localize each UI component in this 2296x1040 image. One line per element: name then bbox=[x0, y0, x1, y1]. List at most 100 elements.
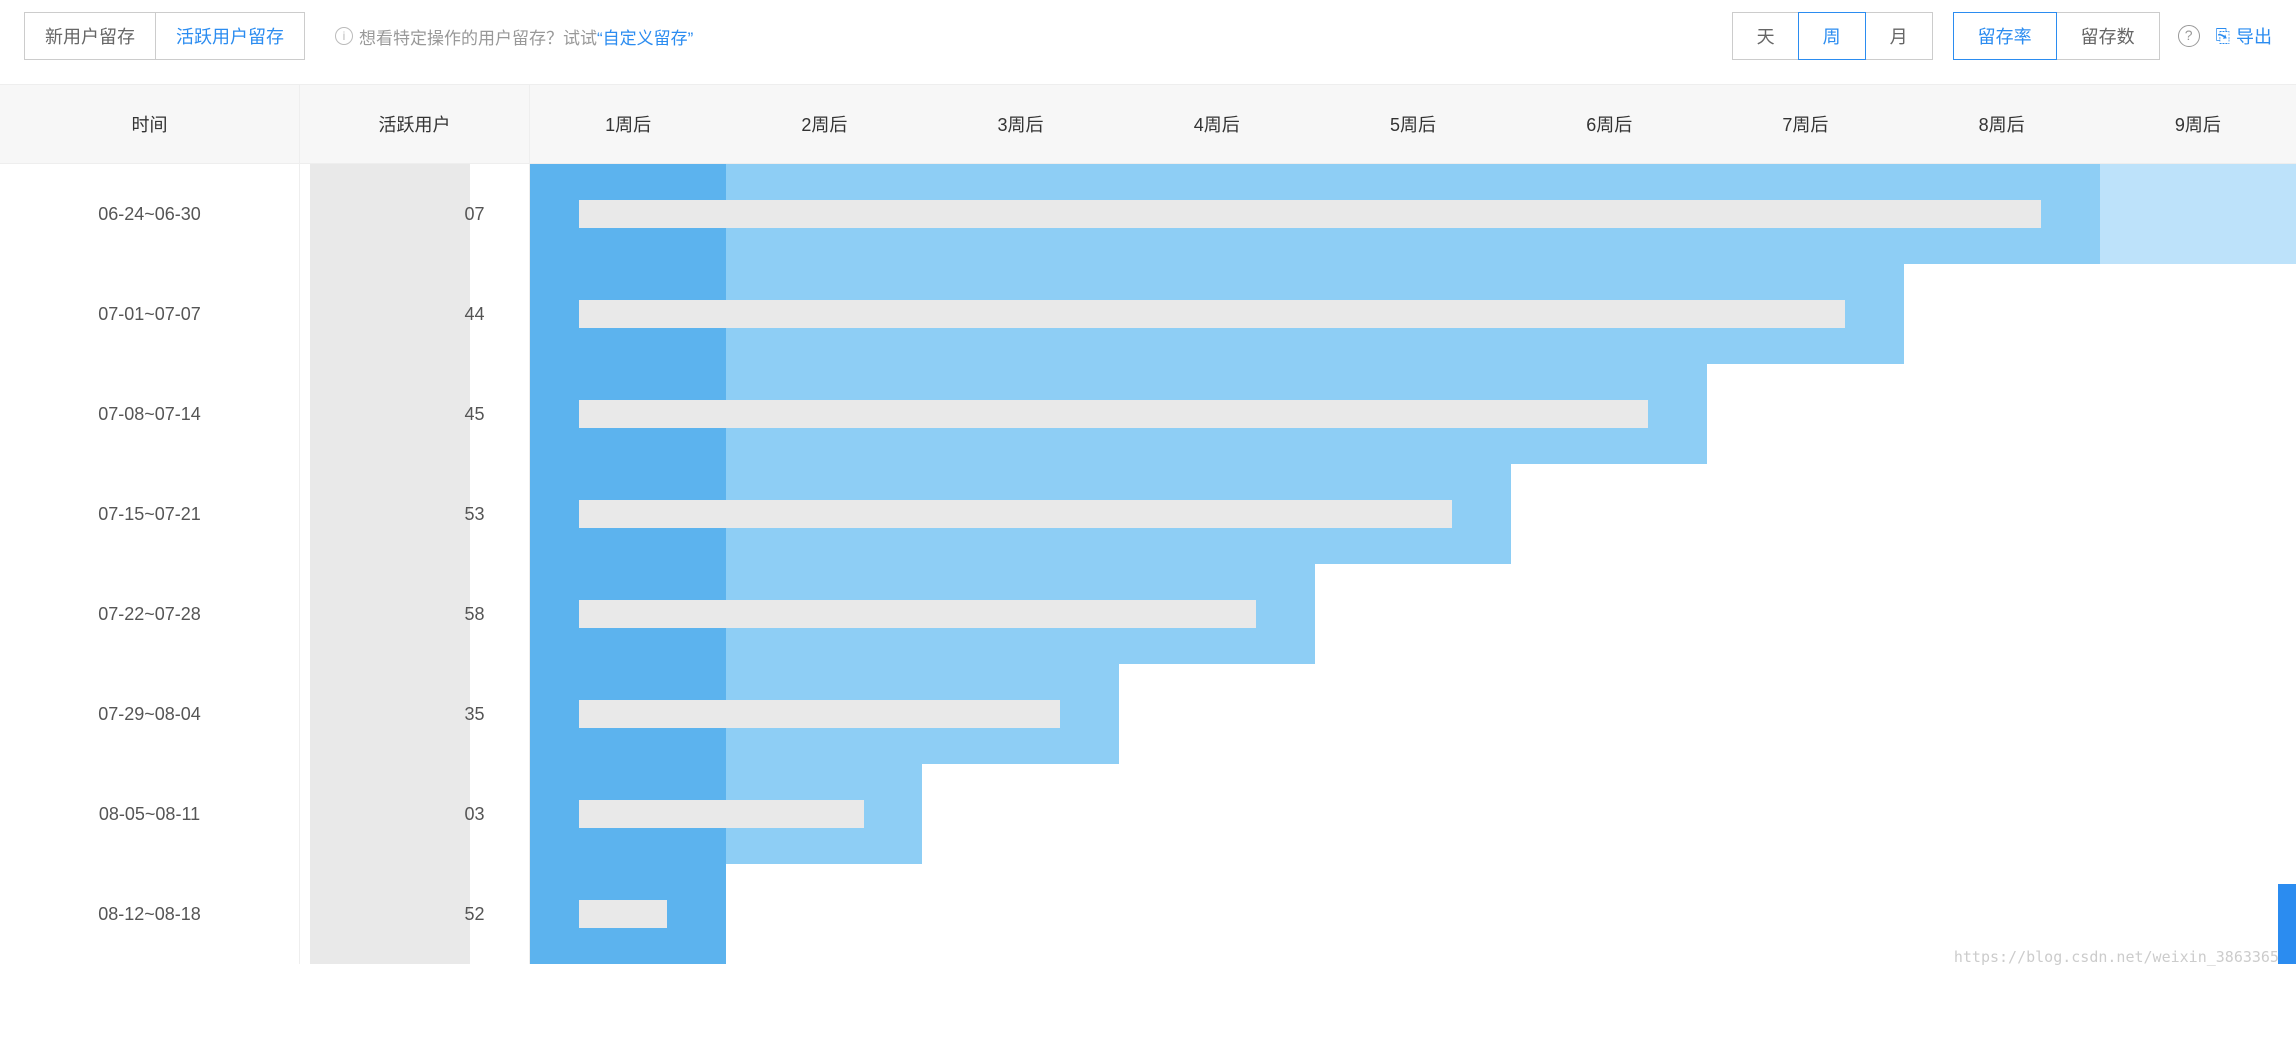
retention-cell bbox=[1904, 664, 2100, 764]
retention-cell bbox=[1707, 364, 1903, 464]
redaction-bar bbox=[579, 700, 1060, 728]
retention-cell bbox=[1119, 764, 1315, 864]
retention-cells: 65.95%59.97%55.79%54.41% bbox=[530, 564, 2296, 664]
hint-prefix: 想看特定操作的用户留存？试试 bbox=[359, 24, 597, 49]
redaction-bar bbox=[579, 900, 667, 928]
retention-cell bbox=[922, 764, 1118, 864]
period-segments: 天 周 月 bbox=[1732, 12, 1933, 60]
retention-cell bbox=[2100, 564, 2296, 664]
retention-cell bbox=[1904, 764, 2100, 864]
retention-cell bbox=[726, 864, 922, 964]
scroll-indicator[interactable] bbox=[2278, 884, 2296, 964]
retention-cell bbox=[1511, 764, 1707, 864]
cell-active-users: 53 bbox=[300, 464, 530, 564]
cell-time: 07-01~07-07 bbox=[0, 264, 300, 364]
retention-cell bbox=[1315, 764, 1511, 864]
cell-time: 08-12~08-18 bbox=[0, 864, 300, 964]
redaction-bar bbox=[579, 300, 1845, 328]
export-button[interactable]: ⎘ 导出 bbox=[2216, 23, 2272, 49]
cell-active-users: 35 bbox=[300, 664, 530, 764]
retention-cell bbox=[1904, 564, 2100, 664]
th-week-3: 3周后 bbox=[922, 85, 1118, 163]
info-icon: i bbox=[335, 27, 353, 45]
th-week-9: 9周后 bbox=[2100, 85, 2296, 163]
redaction-bar bbox=[579, 500, 1452, 528]
hint-text: i 想看特定操作的用户留存？试试 “自定义留存” bbox=[335, 24, 693, 49]
retention-cell bbox=[1904, 364, 2100, 464]
retention-cell bbox=[1315, 664, 1511, 764]
cell-time: 07-22~07-28 bbox=[0, 564, 300, 664]
cell-active-users: 45 bbox=[300, 364, 530, 464]
retention-cells: 64.56%57.68%53.08%47.2%46.2%44.33%43.47%… bbox=[530, 164, 2296, 264]
retention-cell bbox=[1511, 664, 1707, 764]
table-row: 08-05~08-11 03 62.87%57.61% bbox=[0, 764, 2296, 864]
table-row: 07-22~07-285865.95%59.97%55.79%54.41% bbox=[0, 564, 2296, 664]
retention-cell bbox=[1904, 464, 2100, 564]
retention-cells: 61.97%54.09%50.47%47.65%44.82%45.27% bbox=[530, 364, 2296, 464]
redaction-bar bbox=[579, 600, 1256, 628]
redaction-bar bbox=[579, 400, 1648, 428]
custom-retention-link[interactable]: “自定义留存” bbox=[597, 24, 693, 49]
users-value: 03 bbox=[344, 804, 484, 825]
th-week-6: 6周后 bbox=[1511, 85, 1707, 163]
th-time: 时间 bbox=[0, 85, 300, 163]
table-row: 07-15~07-21 53 60.50%52.73%49.74%45.87%46.… bbox=[0, 464, 2296, 564]
retention-cell bbox=[922, 864, 1118, 964]
users-value: 52 bbox=[344, 904, 484, 925]
retention-cells: 59.72%54.69%51.81% bbox=[530, 664, 2296, 764]
retention-cells: 63.44%54.97%50.54%47.21%44.89%43.47%43.1… bbox=[530, 264, 2296, 364]
users-value: 35 bbox=[344, 704, 484, 725]
retention-type-tabs: 新用户留存 活跃用户留存 bbox=[24, 12, 305, 60]
cell-active-users: 44 bbox=[300, 264, 530, 364]
retention-cell bbox=[2100, 364, 2296, 464]
retention-cell bbox=[2100, 464, 2296, 564]
table-row: 07-01~07-07 44 63.44%54.97%50.54%47.21%44.… bbox=[0, 264, 2296, 364]
table-row: 07-08~07-144561.97%54.09%50.47%47.65%44.… bbox=[0, 364, 2296, 464]
cell-active-users: 07 bbox=[300, 164, 530, 264]
seg-week[interactable]: 周 bbox=[1798, 12, 1866, 60]
redaction-bar bbox=[579, 800, 864, 828]
retention-cell bbox=[2100, 764, 2296, 864]
toolbar: 新用户留存 活跃用户留存 i 想看特定操作的用户留存？试试 “自定义留存” 天 … bbox=[0, 0, 2296, 84]
th-week-2: 2周后 bbox=[726, 85, 922, 163]
users-value: 53 bbox=[344, 504, 484, 525]
retention-cell bbox=[1511, 864, 1707, 964]
retention-cell bbox=[2100, 164, 2296, 264]
cell-active-users: 58 bbox=[300, 564, 530, 664]
help-icon[interactable]: ? bbox=[2178, 25, 2200, 47]
cell-time: 07-29~08-04 bbox=[0, 664, 300, 764]
th-week-5: 5周后 bbox=[1315, 85, 1511, 163]
cell-time: 07-08~07-14 bbox=[0, 364, 300, 464]
retention-cell bbox=[1511, 464, 1707, 564]
tab-new-user-retention[interactable]: 新用户留存 bbox=[25, 13, 155, 59]
table-row: 08-12~08-185259.84% bbox=[0, 864, 2296, 964]
cell-time: 08-05~08-11 bbox=[0, 764, 300, 864]
seg-month[interactable]: 月 bbox=[1865, 13, 1932, 59]
retention-cell bbox=[1315, 864, 1511, 964]
cell-time: 07-15~07-21 bbox=[0, 464, 300, 564]
retention-cells: 62.87%57.61% bbox=[530, 764, 2296, 864]
seg-day[interactable]: 天 bbox=[1733, 13, 1799, 59]
retention-cells: 60.50%52.73%49.74%45.87%46.35% bbox=[530, 464, 2296, 564]
retention-table: 时间 活跃用户 1周后 2周后 3周后 4周后 5周后 6周后 7周后 8周后 … bbox=[0, 84, 2296, 964]
th-active-users: 活跃用户 bbox=[300, 85, 530, 163]
table-header: 时间 活跃用户 1周后 2周后 3周后 4周后 5周后 6周后 7周后 8周后 … bbox=[0, 84, 2296, 164]
retention-cell bbox=[1904, 264, 2100, 364]
retention-cell bbox=[1511, 564, 1707, 664]
export-icon: ⎘ bbox=[2216, 26, 2230, 47]
table-body: 06-24~06-30 07 64.56%57.68%53.08%47.2%46.2… bbox=[0, 164, 2296, 964]
retention-cell bbox=[2100, 664, 2296, 764]
cell-time: 06-24~06-30 bbox=[0, 164, 300, 264]
th-week-7: 7周后 bbox=[1707, 85, 1903, 163]
seg-retention-rate[interactable]: 留存率 bbox=[1953, 12, 2057, 60]
retention-cell bbox=[2100, 264, 2296, 364]
redaction-bar bbox=[579, 200, 2041, 228]
cell-active-users: 52 bbox=[300, 864, 530, 964]
retention-cell bbox=[1707, 664, 1903, 764]
users-value: 07 bbox=[344, 204, 484, 225]
users-value: 44 bbox=[344, 304, 484, 325]
tab-active-user-retention[interactable]: 活跃用户留存 bbox=[155, 13, 304, 59]
retention-cell bbox=[1707, 464, 1903, 564]
metric-segments: 留存率 留存数 bbox=[1953, 12, 2160, 60]
seg-retention-count[interactable]: 留存数 bbox=[2056, 13, 2159, 59]
